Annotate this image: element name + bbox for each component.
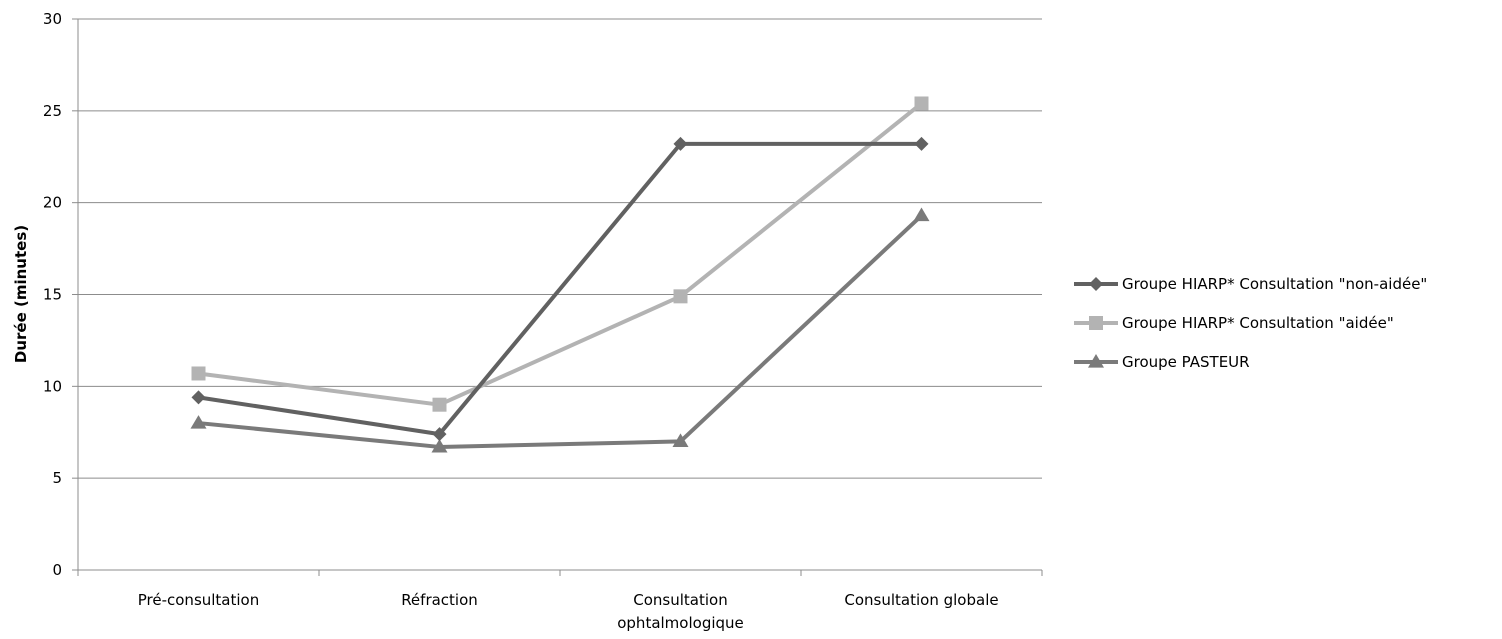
data-point-series-2 <box>673 289 688 304</box>
y-tick-label: 10 <box>43 377 62 395</box>
y-tick-label: 30 <box>43 10 62 28</box>
x-category-label-line: Pré-consultation <box>138 591 260 609</box>
y-tick-label: 15 <box>43 286 62 304</box>
series-line-3 <box>198 214 923 449</box>
legend-marker <box>1088 354 1104 368</box>
legend-label: Groupe HIARP* Consultation "aidée" <box>1122 314 1394 332</box>
legend-item-1: Groupe HIARP* Consultation "non-aidée" <box>1074 275 1427 293</box>
legend-marker <box>1089 277 1103 291</box>
grid-lines <box>78 18 1042 479</box>
legend-label: Groupe HIARP* Consultation "non-aidée" <box>1122 275 1427 293</box>
y-tick-label: 25 <box>43 102 62 120</box>
y-tick-label: 0 <box>52 561 62 579</box>
axes <box>72 18 1043 576</box>
series-markers <box>190 96 930 453</box>
series-lines <box>198 101 923 449</box>
x-category-label-line: Consultation globale <box>844 591 998 609</box>
y-axis-title: Durée (minutes) <box>12 225 30 363</box>
data-point-series-3 <box>672 433 689 448</box>
legend-item-2: Groupe HIARP* Consultation "aidée" <box>1074 314 1394 332</box>
y-tick-label: 5 <box>52 469 62 487</box>
legend-item-3: Groupe PASTEUR <box>1074 353 1250 371</box>
x-category-label-line: Consultation <box>633 591 727 609</box>
legend-marker <box>1089 316 1103 330</box>
x-category-label-line: Réfraction <box>401 591 478 609</box>
data-point-series-3 <box>913 207 930 222</box>
x-category-label: Consultation ophtalmologique <box>617 591 744 632</box>
data-point-series-1 <box>914 136 929 151</box>
series-line-2 <box>198 101 923 407</box>
data-point-series-3 <box>190 415 207 429</box>
data-point-series-2 <box>191 366 206 381</box>
data-point-series-1 <box>191 390 206 405</box>
data-point-series-2 <box>914 96 929 111</box>
data-point-series-1 <box>673 136 688 151</box>
y-tick-label: 20 <box>43 194 62 212</box>
data-point-series-1 <box>432 427 447 442</box>
x-category-label: Consultation globale <box>844 591 998 609</box>
series-line-1 <box>198 141 922 437</box>
legend-label: Groupe PASTEUR <box>1122 353 1250 371</box>
x-category-label: Pré-consultation <box>138 591 260 609</box>
data-point-series-3 <box>431 438 448 453</box>
axis-labels: 0 5 10 15 20 25 30 Pré-consultation Réfraction Co… <box>43 10 999 632</box>
legend: Groupe HIARP* Consultation "non-aidée" Gr… <box>1074 275 1427 371</box>
x-category-label: Réfraction <box>401 591 478 609</box>
data-point-series-2 <box>432 397 447 412</box>
x-category-label-line: ophtalmologique <box>617 614 744 632</box>
